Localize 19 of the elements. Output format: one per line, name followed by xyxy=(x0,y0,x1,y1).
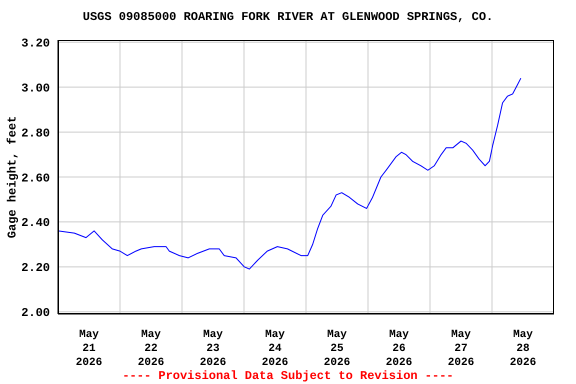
x-tick-label: May 27 2026 xyxy=(448,329,474,369)
x-tick-label: May 21 2026 xyxy=(76,329,102,369)
y-tick-label: 3.20 xyxy=(21,36,50,51)
x-tick-label: May 23 2026 xyxy=(200,329,226,369)
x-tick-label: May 24 2026 xyxy=(262,329,288,369)
x-tick-label: May 28 2026 xyxy=(510,329,536,369)
y-axis-title: Gage height, feet xyxy=(5,116,20,238)
y-tick-label: 2.80 xyxy=(21,126,50,140)
x-tick-label: May 22 2026 xyxy=(138,329,164,369)
y-tick-label: 3.00 xyxy=(21,81,50,96)
y-tick-label: 2.00 xyxy=(21,306,50,320)
x-tick-label: May 25 2026 xyxy=(324,329,350,369)
y-tick-label: 2.20 xyxy=(21,261,50,276)
chart-title: USGS 09085000 ROARING FORK RIVER AT GLENWOOD SPRINGS, CO. xyxy=(82,10,494,24)
x-tick-label: May 26 2026 xyxy=(386,329,412,369)
line-series xyxy=(58,78,522,270)
text: ---- Provisional Data Subject to Revision ---- xyxy=(121,369,455,383)
y-tick-label: 2.60 xyxy=(21,171,50,186)
y-tick-label: 2.40 xyxy=(21,216,50,230)
